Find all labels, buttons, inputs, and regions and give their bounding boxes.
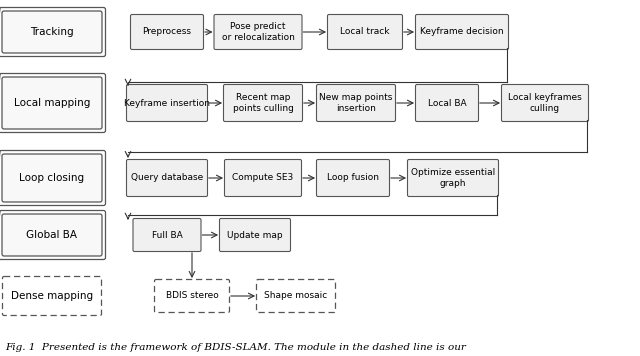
FancyBboxPatch shape [223, 84, 303, 121]
FancyBboxPatch shape [127, 159, 207, 197]
Text: Compute SE3: Compute SE3 [232, 173, 294, 183]
Text: Preprocess: Preprocess [143, 27, 191, 37]
FancyBboxPatch shape [415, 15, 509, 49]
Text: Optimize essential
graph: Optimize essential graph [411, 168, 495, 188]
FancyBboxPatch shape [257, 279, 335, 313]
Text: New map points
insertion: New map points insertion [319, 93, 393, 113]
FancyBboxPatch shape [214, 15, 302, 49]
FancyBboxPatch shape [131, 15, 204, 49]
Text: Global BA: Global BA [26, 230, 77, 240]
Text: Local keyframes
culling: Local keyframes culling [508, 93, 582, 113]
FancyBboxPatch shape [317, 159, 390, 197]
Text: Recent map
points culling: Recent map points culling [232, 93, 293, 113]
Text: Pose predict
or relocalization: Pose predict or relocalization [221, 22, 294, 42]
FancyBboxPatch shape [408, 159, 499, 197]
Text: Loop closing: Loop closing [19, 173, 84, 183]
FancyBboxPatch shape [2, 77, 102, 129]
Text: Local mapping: Local mapping [14, 98, 90, 108]
FancyBboxPatch shape [133, 219, 201, 251]
Text: Query database: Query database [131, 173, 203, 183]
FancyBboxPatch shape [154, 279, 230, 313]
FancyBboxPatch shape [225, 159, 301, 197]
Text: Loop fusion: Loop fusion [327, 173, 379, 183]
Text: Local BA: Local BA [428, 99, 467, 108]
FancyBboxPatch shape [328, 15, 403, 49]
Text: Dense mapping: Dense mapping [11, 291, 93, 301]
Text: Fig. 1  Presented is the framework of BDIS-SLAM. The module in the dashed line i: Fig. 1 Presented is the framework of BDI… [5, 344, 466, 352]
FancyBboxPatch shape [220, 219, 291, 251]
FancyBboxPatch shape [415, 84, 479, 121]
Text: Update map: Update map [227, 230, 283, 240]
FancyBboxPatch shape [317, 84, 396, 121]
FancyBboxPatch shape [2, 214, 102, 256]
Text: Full BA: Full BA [152, 230, 182, 240]
Text: Keyframe insertion: Keyframe insertion [124, 99, 210, 108]
Text: Tracking: Tracking [30, 27, 74, 37]
Text: Local track: Local track [340, 27, 390, 37]
FancyBboxPatch shape [2, 154, 102, 202]
FancyBboxPatch shape [502, 84, 589, 121]
FancyBboxPatch shape [127, 84, 207, 121]
FancyBboxPatch shape [3, 277, 102, 315]
Text: BDIS stereo: BDIS stereo [166, 292, 218, 300]
FancyBboxPatch shape [2, 11, 102, 53]
Text: Shape mosaic: Shape mosaic [264, 292, 328, 300]
Text: Keyframe decision: Keyframe decision [420, 27, 504, 37]
